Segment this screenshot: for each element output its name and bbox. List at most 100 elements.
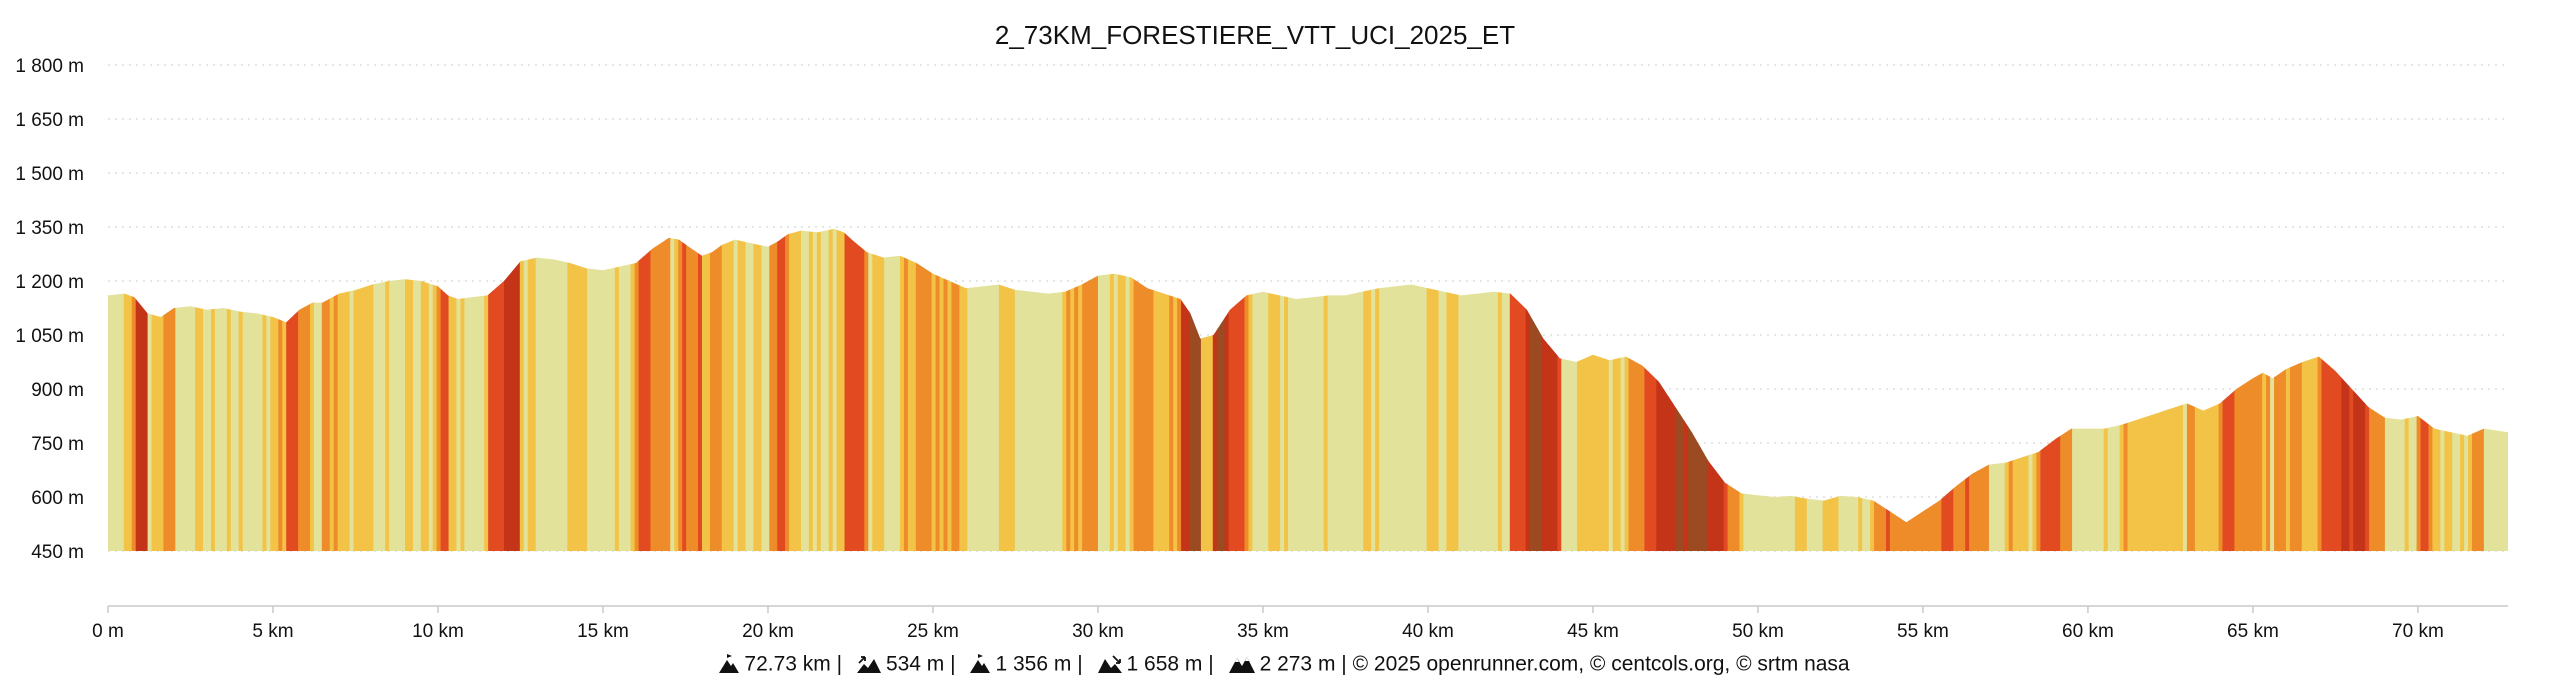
slope-segment — [1248, 228, 1253, 551]
slope-segment — [2234, 228, 2239, 551]
slope-segment — [559, 228, 564, 551]
slope-segment — [119, 228, 125, 551]
slope-segment — [111, 228, 117, 551]
slope-segment — [1573, 228, 1578, 551]
slope-segment — [305, 228, 311, 551]
slope-segment — [1185, 228, 1190, 551]
slope-segment — [2258, 228, 2263, 551]
slope-segment — [1529, 228, 1535, 551]
slope-segment — [773, 228, 778, 551]
slope-segment — [531, 228, 537, 551]
slope-segment — [1082, 228, 1087, 551]
slope-segment — [1204, 228, 1210, 551]
slope-segment — [2072, 228, 2077, 551]
slope-segment — [1917, 228, 1923, 551]
slope-segment — [2182, 228, 2188, 551]
slope-segment — [207, 228, 212, 551]
slope-segment — [432, 228, 438, 551]
slope-segment — [341, 228, 347, 551]
slope-segment — [2210, 228, 2216, 551]
slope-segment — [2238, 228, 2243, 551]
slope-segment — [1482, 228, 1487, 551]
slope-segment — [1224, 228, 1230, 551]
slope-segment — [2369, 228, 2374, 551]
slope-segment — [2179, 228, 2184, 551]
slope-segment — [1470, 228, 1475, 551]
slope-segment — [226, 228, 232, 551]
slope-segment — [2254, 228, 2259, 551]
slope-segment — [1133, 228, 1139, 551]
slope-segment — [2076, 228, 2081, 551]
slope-segment — [1387, 228, 1392, 551]
slope-segment — [967, 228, 972, 551]
slope-segment — [1723, 228, 1729, 551]
slope-segment — [1771, 228, 1776, 551]
slope-segment — [1161, 228, 1166, 551]
slope-segment — [1220, 228, 1226, 551]
slope-segment — [1390, 228, 1396, 551]
slope-segment — [1561, 228, 1566, 551]
slope-segment — [824, 228, 830, 551]
slope-segment — [1086, 228, 1091, 551]
slope-segment — [199, 228, 204, 551]
slope-segment — [1442, 228, 1448, 551]
slope-segment — [1462, 228, 1467, 551]
y-tick-label: 1 650 m — [15, 110, 84, 131]
slope-segment — [2159, 228, 2164, 551]
slope-segment — [563, 228, 568, 551]
slope-segment — [2198, 228, 2204, 551]
slope-segment — [1961, 228, 1966, 551]
slope-segment — [1695, 228, 1701, 551]
slope-segment — [1656, 228, 1661, 551]
slope-segment — [1379, 228, 1384, 551]
slope-segment — [1478, 228, 1483, 551]
slope-segment — [2301, 228, 2307, 551]
slope-segment — [1288, 228, 1293, 551]
slope-segment — [507, 228, 513, 551]
slope-segment — [1026, 228, 1032, 551]
slope-segment — [848, 228, 854, 551]
slope-segment — [836, 228, 842, 551]
slope-segment — [2024, 228, 2030, 551]
slope-segment — [975, 228, 980, 551]
slope-segment — [369, 228, 374, 551]
slope-segment — [1870, 228, 1875, 551]
slope-segment — [1177, 228, 1182, 551]
slope-segment — [1434, 228, 1440, 551]
y-tick-label: 1 050 m — [15, 326, 84, 347]
slope-segment — [2151, 228, 2156, 551]
slope-segment — [1517, 228, 1523, 551]
slope-segment — [1375, 228, 1380, 551]
slope-segment — [179, 228, 184, 551]
slope-segment — [1794, 228, 1800, 551]
slope-segment — [622, 228, 628, 551]
slope-segment — [1703, 228, 1709, 551]
x-axis-ticks: 0 m 5 km 10 km 15 km 20 km 25 km 30 km 35 km 40 … — [92, 606, 2444, 642]
slope-segment — [298, 228, 303, 551]
slope-segment — [476, 228, 481, 551]
slope-segment — [345, 228, 351, 551]
slope-segment — [797, 228, 802, 551]
slope-segment — [456, 228, 462, 551]
slope-segment — [2408, 228, 2414, 551]
slope-segment — [1545, 228, 1550, 551]
slope-segment — [349, 228, 355, 551]
slope-segment — [1137, 228, 1143, 551]
slope-segment — [551, 228, 557, 551]
slope-segment — [1604, 228, 1610, 551]
slope-segment — [1933, 228, 1939, 551]
slope-segment — [571, 228, 576, 551]
slope-segment — [1216, 228, 1222, 551]
slope-segment — [816, 228, 822, 551]
slope-segment — [230, 228, 236, 551]
slope-segment — [1383, 228, 1388, 551]
slope-segment — [650, 228, 656, 551]
slope-segment — [2032, 228, 2038, 551]
slope-segment — [943, 228, 949, 551]
slope-segment — [741, 228, 747, 551]
slope-segment — [468, 228, 473, 551]
slope-segment — [1355, 228, 1360, 551]
slope-segment — [1691, 228, 1697, 551]
slope-segment — [444, 228, 450, 551]
slope-segment — [187, 228, 192, 551]
